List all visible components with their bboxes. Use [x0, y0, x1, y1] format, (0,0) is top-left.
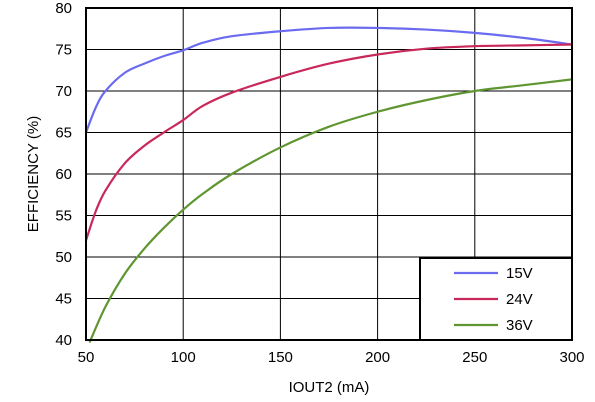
legend-label-15v: 15V [506, 265, 533, 282]
legend-label-36v: 36V [506, 317, 533, 334]
y-tick-label: 65 [55, 125, 72, 142]
y-tick-label: 55 [55, 208, 72, 225]
x-tick-label: 100 [171, 349, 196, 366]
x-tick-label: 200 [365, 349, 390, 366]
y-tick-label: 50 [55, 249, 72, 266]
series-layer [84, 26, 574, 343]
x-tick-label: 150 [268, 349, 293, 366]
series-line-36v [88, 78, 574, 343]
grid-layer [86, 8, 572, 340]
x-tick-label: 250 [462, 349, 487, 366]
y-tick-label: 60 [55, 166, 72, 183]
x-axis-title: IOUT2 (mA) [289, 379, 370, 396]
y-axis-title: EFFICIENCY (%) [25, 116, 42, 232]
tick-layer: 50 100 150 200 250 300 40 45 50 55 60 65 70 75 80 [55, 0, 584, 366]
y-tick-label: 75 [55, 42, 72, 59]
x-tick-label: 50 [78, 349, 95, 366]
y-tick-label: 80 [55, 0, 72, 17]
y-tick-label: 40 [55, 332, 72, 349]
y-tick-label: 45 [55, 291, 72, 308]
plot-frame [85, 7, 573, 341]
series-line-15v [84, 26, 574, 134]
x-tick-label: 300 [559, 349, 584, 366]
y-tick-label: 70 [55, 83, 72, 100]
legend: 15V 24V 36V [419, 257, 573, 341]
series-line-24v [84, 43, 574, 242]
legend-label-24v: 24V [506, 291, 533, 308]
